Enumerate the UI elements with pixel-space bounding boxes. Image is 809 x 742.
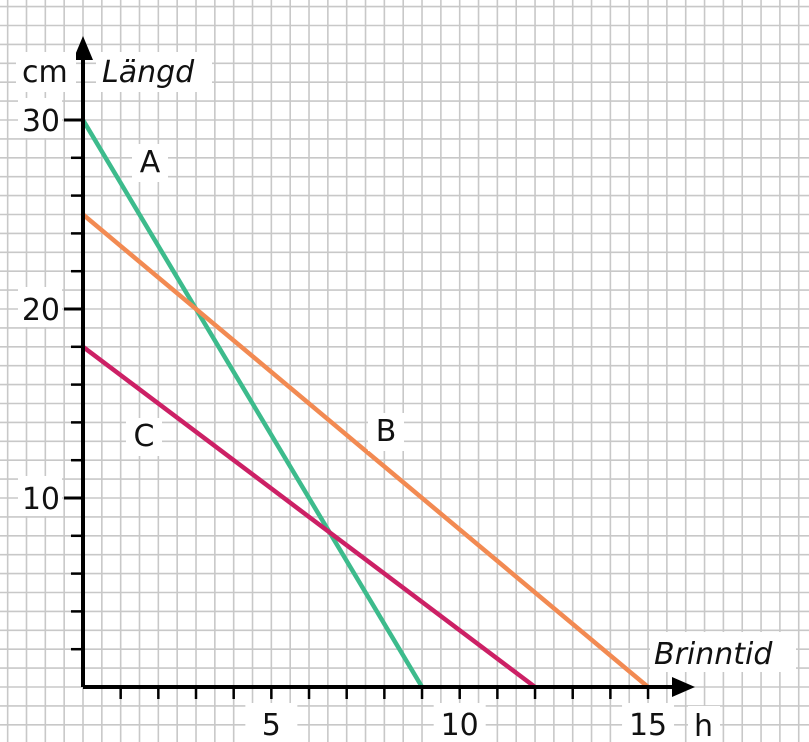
y-title-background <box>96 52 212 92</box>
series-label-a: A <box>140 145 161 180</box>
series-label-c: C <box>134 419 155 454</box>
y-tick-label-background <box>18 98 62 138</box>
series-line-a <box>80 117 425 690</box>
x-tick-label-background <box>433 703 486 742</box>
series-label-background <box>132 144 168 182</box>
y-tick-label: 30 <box>22 104 60 139</box>
y-axis-unit: cm <box>22 55 68 90</box>
axes <box>71 36 695 699</box>
y-tick-label-background <box>18 287 62 327</box>
y-axis-label-background <box>16 52 76 92</box>
x-axis-label-background <box>650 632 796 672</box>
series-lines <box>80 117 651 690</box>
series-labels: A B C <box>126 144 404 456</box>
series-label-background <box>126 418 162 456</box>
tick-labels: 10 20 30 5 10 15 <box>18 98 675 742</box>
y-axis-arrow <box>73 36 93 60</box>
y-tick-label-background <box>18 476 62 516</box>
y-axis-title: Längd <box>102 55 195 90</box>
y-minor-ticks <box>71 118 83 651</box>
y-tick-label: 10 <box>22 482 60 517</box>
series-line-c <box>80 344 538 690</box>
x-tick-label-background <box>622 703 675 742</box>
series-label-background <box>368 413 404 451</box>
labels: cm Längd Brinntid h <box>16 52 796 742</box>
x-unit-background <box>688 706 720 742</box>
x-tick-label: 5 <box>262 708 281 742</box>
series-label-b: B <box>376 414 397 449</box>
x-tick-label-background <box>245 703 298 742</box>
x-minor-ticks <box>119 687 650 699</box>
y-tick-label: 20 <box>22 293 60 328</box>
x-axis-unit: h <box>694 709 713 742</box>
x-tick-label: 10 <box>441 708 479 742</box>
x-axis-arrow <box>672 677 695 697</box>
x-axis-title: Brinntid <box>654 637 773 672</box>
series-line-b <box>80 212 651 690</box>
x-tick-label: 15 <box>629 708 667 742</box>
